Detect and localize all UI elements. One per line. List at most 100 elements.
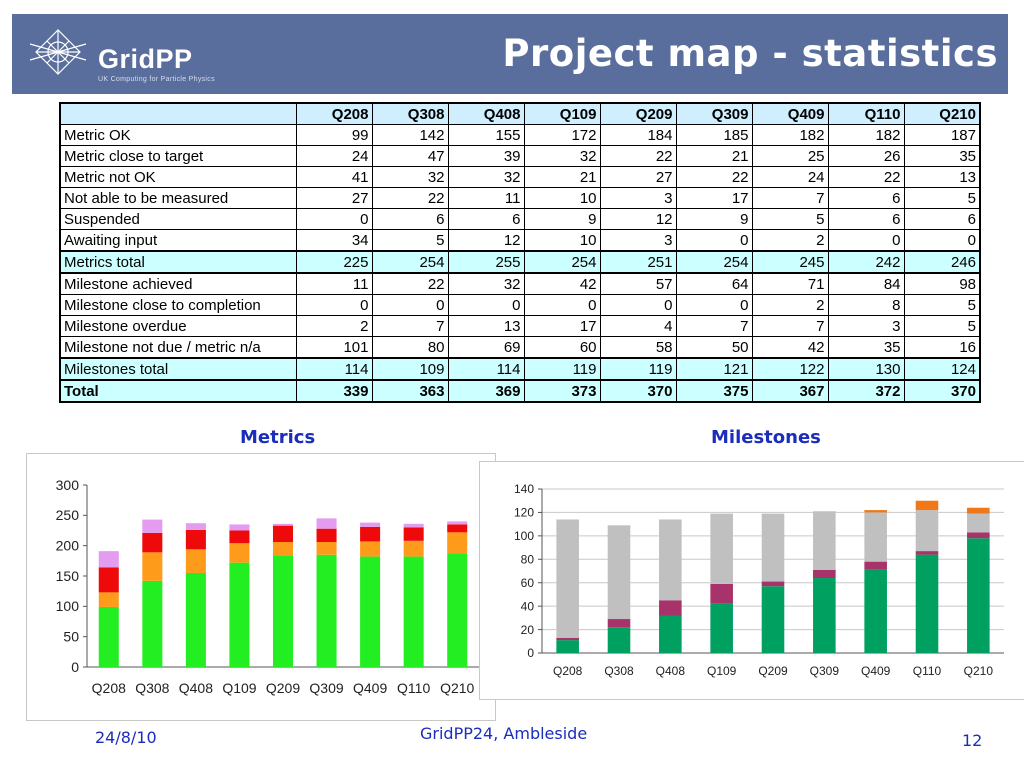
- table-cell: 373: [523, 379, 601, 403]
- column-header-q409: Q409: [751, 102, 829, 125]
- x-tick-label: Q109: [222, 680, 256, 696]
- table-cell: 114: [447, 357, 525, 381]
- table-cell: 182: [751, 124, 829, 146]
- table-cell: 71: [751, 272, 829, 295]
- table-cell: 9: [675, 208, 753, 230]
- table-cell: 22: [371, 187, 449, 209]
- table-cell: 6: [447, 208, 525, 230]
- bar-segment: [98, 567, 119, 593]
- table-cell: 182: [827, 124, 905, 146]
- bar-segment: [229, 543, 250, 563]
- table-row: Milestone achieved 11 22 32 42 57 64 71 84 98: [59, 272, 981, 295]
- bar-segment: [607, 619, 631, 628]
- table-cell: 6: [827, 187, 905, 209]
- bar-segment: [761, 581, 785, 587]
- table-cell: 187: [903, 124, 981, 146]
- bar-segment: [316, 542, 337, 555]
- table-cell: 42: [523, 272, 601, 295]
- bar-segment: [864, 569, 887, 653]
- table-cell: 12: [599, 208, 677, 230]
- table-cell: 370: [599, 379, 677, 403]
- table-cell: 13: [447, 315, 525, 337]
- table-cell: 130: [827, 357, 905, 381]
- bar-segment: [813, 578, 836, 653]
- row-label: Metric close to target: [59, 145, 297, 167]
- table-cell: 121: [675, 357, 753, 381]
- statistics-table: Q208 Q308 Q408 Q109 Q209 Q309 Q409 Q110 Q210 Met…: [59, 102, 981, 403]
- column-header-q210: Q210: [903, 102, 981, 125]
- row-label: Milestone achieved: [59, 272, 297, 295]
- table-cell: 5: [751, 208, 829, 230]
- bar-segment: [185, 549, 206, 573]
- table-cell: 58: [599, 336, 677, 359]
- bar-segment: [360, 522, 381, 527]
- bar-segment: [915, 554, 939, 653]
- table-cell: 184: [599, 124, 677, 146]
- table-cell: 3: [599, 187, 677, 209]
- table-cell: 4: [599, 315, 677, 337]
- table-cell: 50: [675, 336, 753, 359]
- milestones-chart-svg: 0 20 40 60 80 100 120 140 Q208 Q308 Q408 Q109 Q209 Q3…: [514, 482, 1004, 678]
- table-cell: 246: [903, 250, 981, 274]
- bar-segment: [447, 524, 468, 533]
- row-label: Awaiting input: [59, 229, 297, 252]
- bar-segment: [185, 572, 206, 667]
- bar-segment: [967, 532, 990, 539]
- row-label: Metric OK: [59, 124, 297, 146]
- bar-segment: [659, 519, 682, 601]
- table-cell: 255: [447, 250, 525, 274]
- table-cell: 245: [751, 250, 829, 274]
- x-tick-label: Q309: [810, 664, 840, 678]
- x-tick-label: Q409: [353, 680, 387, 696]
- table-cell: 12: [447, 229, 525, 252]
- table-cell: 27: [599, 166, 677, 188]
- x-tick-label: Q308: [604, 664, 634, 678]
- bar-segment: [403, 523, 424, 528]
- y-tick-label: 140: [514, 482, 534, 496]
- table-cell: 69: [447, 336, 525, 359]
- bar-segment: [864, 510, 887, 513]
- table-cell: 2: [751, 229, 829, 252]
- table-cell: 367: [751, 379, 829, 403]
- table-row: Milestone not due / metric n/a 101 80 69 60 5…: [59, 336, 981, 359]
- milestones-chart: 0 20 40 60 80 100 120 140 Q208 Q308 Q408 Q109 Q209 Q3…: [479, 461, 1024, 700]
- table-cell: 339: [295, 379, 373, 403]
- gridpp-logo: GridPP UK Computing for Particle Physics: [26, 22, 256, 86]
- table-cell: 7: [751, 187, 829, 209]
- y-tick-label: 100: [514, 529, 534, 543]
- bar-segment: [316, 518, 337, 529]
- bar-segment: [403, 527, 424, 541]
- y-tick-label: 250: [56, 507, 80, 523]
- table-cell: 114: [295, 357, 373, 381]
- bar-segment: [607, 525, 631, 620]
- table-cell: 2: [295, 315, 373, 337]
- table-cell: 0: [295, 294, 373, 316]
- table-row: Metric OK 99 142 155 172 184 185 182 182 187: [59, 124, 981, 146]
- table-cell: 6: [827, 208, 905, 230]
- metrics-chart-title: Metrics: [240, 427, 316, 448]
- milestones-chart-title: Milestones: [711, 427, 821, 448]
- table-cell: 0: [371, 294, 449, 316]
- table-cell: 172: [523, 124, 601, 146]
- bar-segment: [659, 615, 682, 653]
- table-corner-cell: [59, 102, 297, 125]
- table-row: Metric close to target 24 47 39 32 22 21 25 26 35: [59, 145, 981, 167]
- bar-segment: [316, 528, 337, 543]
- row-label: Milestones total: [59, 357, 297, 381]
- bar-segment: [447, 553, 468, 667]
- table-cell: 254: [523, 250, 601, 274]
- y-tick-label: 100: [56, 598, 80, 614]
- bar-segment: [967, 538, 990, 653]
- table-cell: 22: [371, 272, 449, 295]
- table-cell: 5: [903, 294, 981, 316]
- table-cell: 0: [295, 208, 373, 230]
- table-row: Suspended 0 6 6 9 12 9 5 6 6: [59, 208, 981, 230]
- table-cell: 7: [675, 315, 753, 337]
- y-tick-label: 200: [56, 538, 80, 554]
- title-bar: GridPP UK Computing for Particle Physics…: [12, 14, 1008, 94]
- table-cell: 109: [371, 357, 449, 381]
- bar-segment: [967, 507, 990, 514]
- column-header-q208: Q208: [295, 102, 373, 125]
- table-cell: 6: [903, 208, 981, 230]
- table-cell: 17: [523, 315, 601, 337]
